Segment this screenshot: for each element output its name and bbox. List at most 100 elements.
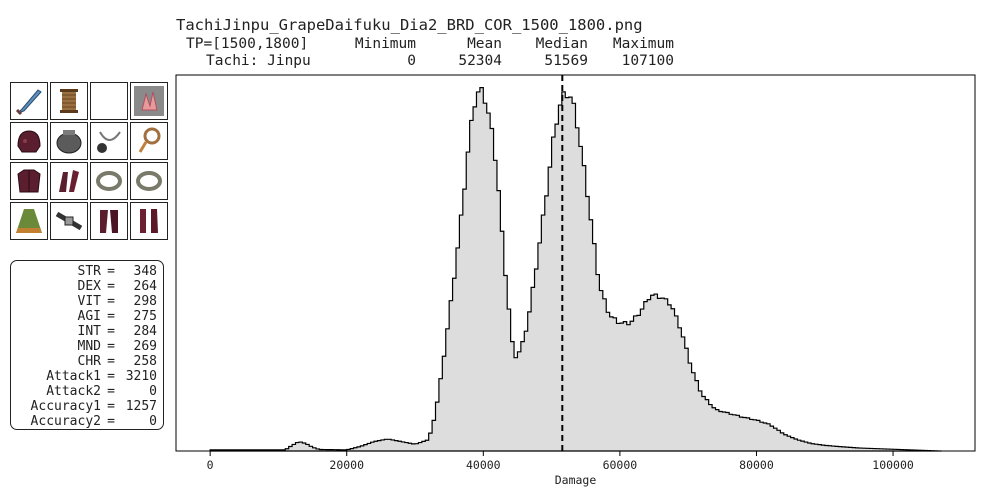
stats-header-median: Median <box>535 36 588 52</box>
stat-equals: = <box>107 354 115 369</box>
stat-equals: = <box>107 414 115 429</box>
plot-frame <box>175 74 976 452</box>
summary-stats-value-row: Tachi: Jinpu 0 52304 51569 107100 <box>176 53 674 70</box>
ring-icon <box>134 166 164 196</box>
stat-label: AGI <box>77 309 101 324</box>
stat-label: Attack1 <box>46 369 101 384</box>
stat-value: 1257 <box>125 399 157 414</box>
stat-value: 298 <box>133 294 157 309</box>
boots-icon <box>134 206 164 236</box>
stat-value: 258 <box>133 354 157 369</box>
helmet-icon <box>14 126 44 156</box>
stat-equals: = <box>107 324 115 339</box>
stat-row: Accuracy1 = 1257 <box>11 399 157 414</box>
x-tick-label: 20000 <box>329 458 364 472</box>
stat-equals: = <box>107 279 115 294</box>
stat-row: Attack1 = 3210 <box>11 369 157 384</box>
x-tick-label: 100000 <box>872 458 914 472</box>
gear-slot <box>10 82 48 120</box>
gear-slot <box>10 202 48 240</box>
gloves-icon <box>54 166 84 196</box>
stat-label: Accuracy1 <box>30 399 101 414</box>
gear-slot <box>50 162 88 200</box>
stats-median-value: 51569 <box>544 53 588 69</box>
gear-slot <box>130 202 168 240</box>
gear-slot <box>130 162 168 200</box>
gear-slot <box>90 122 128 160</box>
stat-row: DEX = 264 <box>11 279 157 294</box>
x-tick-label: 80000 <box>739 458 774 472</box>
stat-value: 264 <box>133 279 157 294</box>
histogram-area <box>209 87 942 452</box>
stat-label: MND <box>77 339 101 354</box>
gear-slot <box>10 122 48 160</box>
stats-header-range: TP=[1500,1800] <box>186 36 309 52</box>
stat-label: Attack2 <box>46 384 101 399</box>
stat-row: VIT = 298 <box>11 294 157 309</box>
stat-equals: = <box>107 294 115 309</box>
chest-armor-icon <box>14 166 44 196</box>
stat-value: 3210 <box>125 369 157 384</box>
x-tick-label: 0 <box>207 458 214 472</box>
player-stats-box: STR = 348 DEX = 264 VIT = 298 AGI = 275 INT = 284 MND = 2… <box>10 260 164 430</box>
chart-filename-title: TachiJinpu_GrapeDaifuku_Dia2_BRD_COR_150… <box>176 16 643 34</box>
stat-label: CHR <box>77 354 101 369</box>
belt-icon <box>54 206 84 236</box>
stat-row: AGI = 275 <box>11 309 157 324</box>
stat-equals: = <box>107 369 115 384</box>
gear-slot <box>10 162 48 200</box>
stats-header-minimum: Minimum <box>354 36 416 52</box>
stat-value: 284 <box>133 324 157 339</box>
crystal-icon <box>134 86 164 116</box>
ring-icon <box>94 166 124 196</box>
ring-earring-icon <box>134 126 164 156</box>
pot-icon <box>54 126 84 156</box>
summary-stats-header-row: TP=[1500,1800] Minimum Mean Median Maxim… <box>176 36 674 53</box>
stat-row: MND = 269 <box>11 339 157 354</box>
stat-value: 0 <box>149 384 157 399</box>
gemstone-necklace-icon <box>94 126 124 156</box>
stat-row: STR = 348 <box>11 264 157 279</box>
stat-label: INT <box>77 324 101 339</box>
x-tick-label: 40000 <box>466 458 501 472</box>
stat-label: Accuracy2 <box>30 414 101 429</box>
legs-armor-icon <box>94 206 124 236</box>
cape-icon <box>14 206 44 236</box>
gear-slot <box>130 82 168 120</box>
stat-label: DEX <box>77 279 101 294</box>
summary-stats-table: TP=[1500,1800] Minimum Mean Median Maxim… <box>176 36 674 70</box>
stat-value: 348 <box>133 264 157 279</box>
sword-icon <box>14 86 44 116</box>
gear-slot <box>130 122 168 160</box>
stats-maximum-value: 107100 <box>621 53 674 69</box>
stats-mean-value: 52304 <box>458 53 502 69</box>
gear-grid <box>10 82 168 240</box>
gear-slot <box>90 202 128 240</box>
stat-value: 269 <box>133 339 157 354</box>
stat-row: Attack2 = 0 <box>11 384 157 399</box>
gear-slot <box>90 162 128 200</box>
stat-value: 275 <box>133 309 157 324</box>
stat-row: CHR = 258 <box>11 354 157 369</box>
spool-icon <box>54 86 84 116</box>
stat-value: 0 <box>149 414 157 429</box>
x-tick-label: 60000 <box>603 458 638 472</box>
stats-weaponskill-name: Tachi: Jinpu <box>206 53 311 69</box>
stat-equals: = <box>107 384 115 399</box>
stat-equals: = <box>107 399 115 414</box>
gear-slot <box>50 122 88 160</box>
stat-equals: = <box>107 309 115 324</box>
gear-slot <box>50 82 88 120</box>
stat-equals: = <box>107 339 115 354</box>
stat-row: INT = 284 <box>11 324 157 339</box>
gear-slot <box>50 202 88 240</box>
stats-minimum-value: 0 <box>407 53 416 69</box>
stat-label: STR <box>77 264 101 279</box>
stat-label: VIT <box>77 294 101 309</box>
stats-header-mean: Mean <box>467 36 502 52</box>
stat-equals: = <box>107 264 115 279</box>
stats-header-maximum: Maximum <box>612 36 674 52</box>
stat-row: Accuracy2 = 0 <box>11 414 157 429</box>
gear-slot <box>90 82 128 120</box>
